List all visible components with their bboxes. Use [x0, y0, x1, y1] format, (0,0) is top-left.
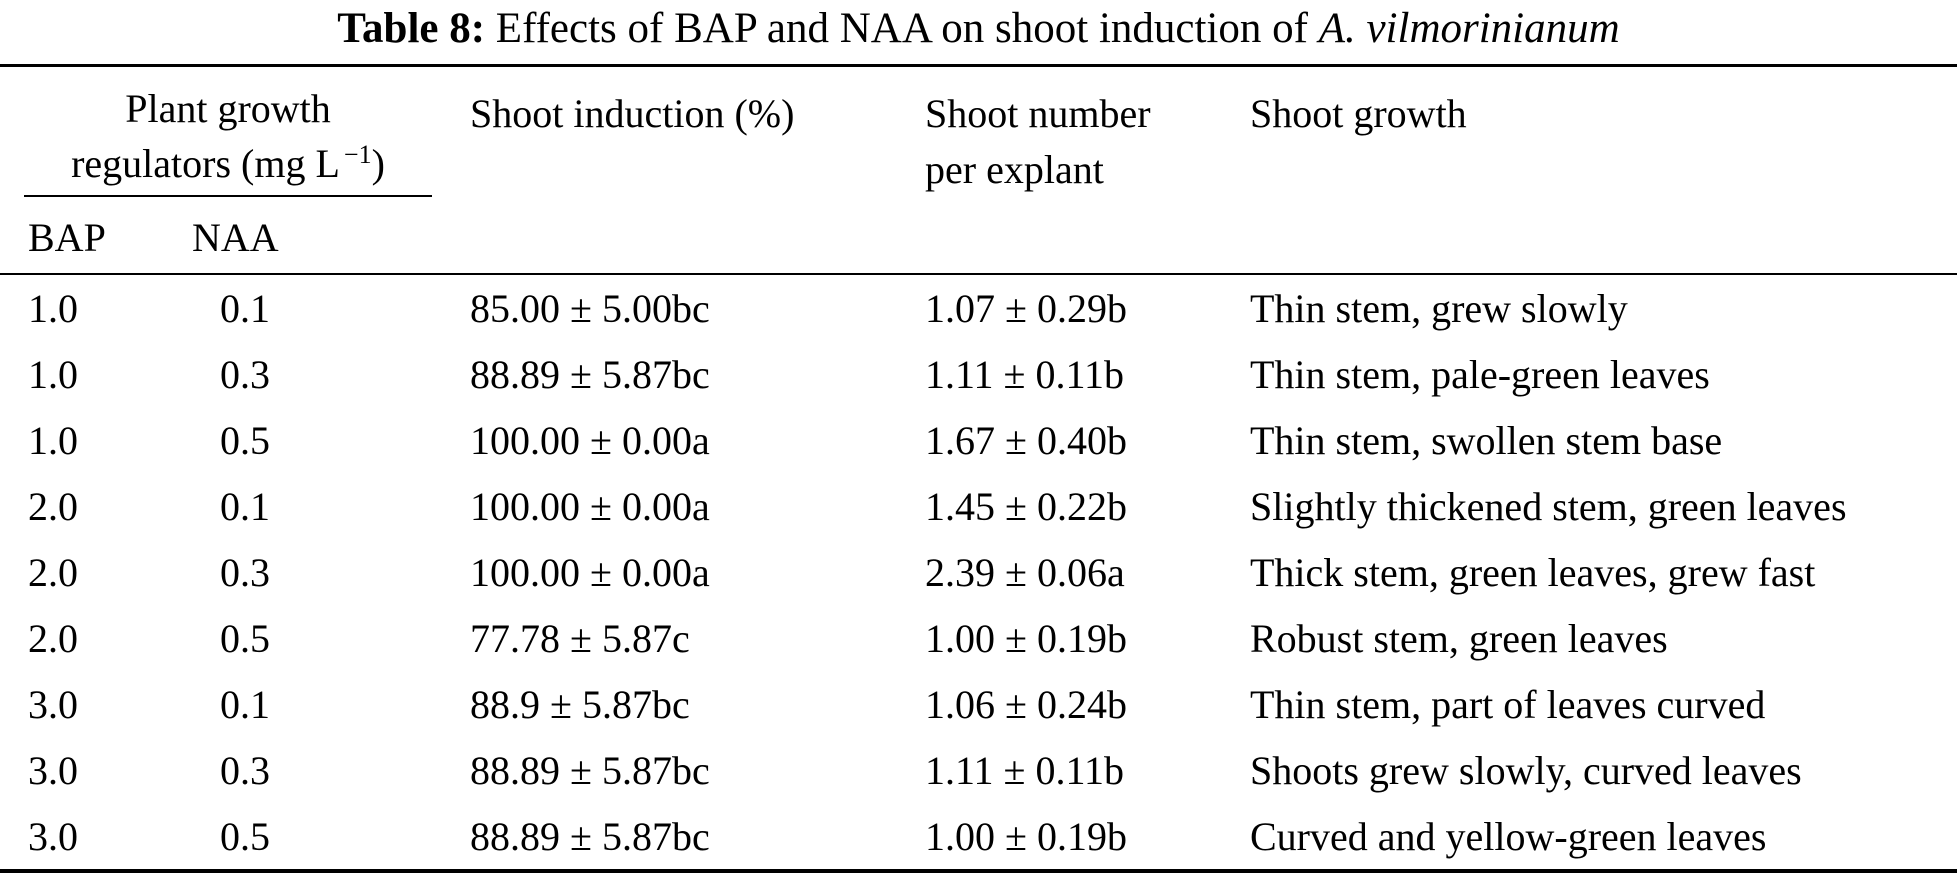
cell-naa: 0.3 — [220, 549, 270, 595]
cell-naa: 0.5 — [220, 813, 270, 859]
cell-shoot-number: 1.11 ± 0.11b — [925, 351, 1124, 397]
cell-naa: 0.3 — [220, 351, 270, 397]
cell-shoot-number: 1.06 ± 0.24b — [925, 681, 1127, 727]
cell-shoot-number: 1.45 ± 0.22b — [925, 483, 1127, 529]
cell-shoot-growth: Shoots grew slowly, curved leaves — [1250, 747, 1802, 793]
table-row: 3.0 0.1 88.9 ± 5.87bc 1.06 ± 0.24b Thin … — [0, 671, 1957, 737]
unit-superscript: −1 — [343, 139, 372, 169]
col-header-plant-growth-regulators: Plant growth regulators (mg L −1) BAP NAA — [0, 65, 460, 275]
cell-shoot-induction: 100.00 ± 0.00a — [470, 483, 710, 529]
cell-shoot-number: 1.11 ± 0.11b — [925, 747, 1124, 793]
cell-naa: 0.3 — [220, 747, 270, 793]
table-row: 3.0 0.3 88.89 ± 5.87bc 1.11 ± 0.11b Shoo… — [0, 737, 1957, 803]
table-row: 2.0 0.5 77.78 ± 5.87c 1.00 ± 0.19b Robus… — [0, 605, 1957, 671]
cell-shoot-induction: 85.00 ± 5.00bc — [470, 285, 710, 331]
cell-bap: 2.0 — [28, 615, 78, 661]
cell-shoot-induction: 88.89 ± 5.87bc — [470, 747, 710, 793]
cell-shoot-growth: Robust stem, green leaves — [1250, 615, 1668, 661]
cell-shoot-number: 1.67 ± 0.40b — [925, 417, 1127, 463]
table-header: Plant growth regulators (mg L −1) BAP NAA… — [0, 65, 1957, 275]
col-header-shoot-induction: Shoot induction (%) — [460, 65, 925, 275]
cell-shoot-growth: Thin stem, pale-green leaves — [1250, 351, 1710, 397]
cell-bap: 1.0 — [28, 417, 78, 463]
cell-bap: 3.0 — [28, 681, 78, 727]
table-row: 2.0 0.3 100.00 ± 0.00a 2.39 ± 0.06a Thic… — [0, 539, 1957, 605]
table-caption: Table 8: Effects of BAP and NAA on shoot… — [0, 0, 1957, 64]
cell-shoot-number: 2.39 ± 0.06a — [925, 549, 1125, 595]
col-header-shoot-growth: Shoot growth — [1250, 65, 1957, 275]
cell-bap: 3.0 — [28, 813, 78, 859]
cell-bap: 1.0 — [28, 285, 78, 331]
table-row: 1.0 0.5 100.00 ± 0.00a 1.67 ± 0.40b Thin… — [0, 407, 1957, 473]
cell-shoot-number: 1.00 ± 0.19b — [925, 615, 1127, 661]
cell-naa: 0.1 — [220, 681, 270, 727]
cell-naa: 0.1 — [220, 483, 270, 529]
cell-naa: 0.5 — [220, 417, 270, 463]
cell-bap: 1.0 — [28, 351, 78, 397]
cell-bap: 2.0 — [28, 549, 78, 595]
table-row: 1.0 0.1 85.00 ± 5.00bc 1.07 ± 0.29b Thin… — [0, 274, 1957, 341]
cell-shoot-induction: 77.78 ± 5.87c — [470, 615, 690, 661]
cell-shoot-growth: Slightly thickened stem, green leaves — [1250, 483, 1847, 529]
cell-shoot-number: 1.00 ± 0.19b — [925, 813, 1127, 859]
results-table: Plant growth regulators (mg L −1) BAP NAA… — [0, 64, 1957, 873]
cell-shoot-induction: 100.00 ± 0.00a — [470, 417, 710, 463]
table-body: 1.0 0.1 85.00 ± 5.00bc 1.07 ± 0.29b Thin… — [0, 274, 1957, 871]
col-header-naa: NAA — [192, 215, 279, 260]
col-header-shoot-number: Shoot number per explant — [925, 65, 1250, 275]
table-caption-text: Effects of BAP and NAA on shoot inductio… — [485, 5, 1319, 52]
table-row: 3.0 0.5 88.89 ± 5.87bc 1.00 ± 0.19b Curv… — [0, 803, 1957, 871]
cell-shoot-growth: Thin stem, grew slowly — [1250, 285, 1628, 331]
pgr-group-label: Plant growth regulators (mg L −1) — [24, 67, 432, 197]
cell-shoot-growth: Thick stem, green leaves, grew fast — [1250, 549, 1816, 595]
pgr-subcolumns: BAP NAA — [0, 197, 460, 261]
cell-shoot-growth: Curved and yellow-green leaves — [1250, 813, 1767, 859]
table-caption-label: Table 8: — [337, 5, 486, 52]
cell-shoot-growth: Thin stem, part of leaves curved — [1250, 681, 1766, 727]
pgr-line1: Plant growth — [125, 86, 331, 131]
table-caption-species: A. vilmorinianum — [1318, 5, 1620, 52]
pgr-line2: regulators (mg L −1) — [71, 139, 385, 186]
cell-shoot-induction: 88.9 ± 5.87bc — [470, 681, 690, 727]
cell-naa: 0.1 — [220, 285, 270, 331]
cell-shoot-induction: 100.00 ± 0.00a — [470, 549, 710, 595]
table-row: 2.0 0.1 100.00 ± 0.00a 1.45 ± 0.22b Slig… — [0, 473, 1957, 539]
cell-bap: 2.0 — [28, 483, 78, 529]
cell-naa: 0.5 — [220, 615, 270, 661]
cell-bap: 3.0 — [28, 747, 78, 793]
col-header-bap: BAP — [28, 215, 106, 260]
cell-shoot-growth: Thin stem, swollen stem base — [1250, 417, 1723, 463]
cell-shoot-number: 1.07 ± 0.29b — [925, 285, 1127, 331]
cell-shoot-induction: 88.89 ± 5.87bc — [470, 813, 710, 859]
cell-shoot-induction: 88.89 ± 5.87bc — [470, 351, 710, 397]
table-row: 1.0 0.3 88.89 ± 5.87bc 1.11 ± 0.11b Thin… — [0, 341, 1957, 407]
